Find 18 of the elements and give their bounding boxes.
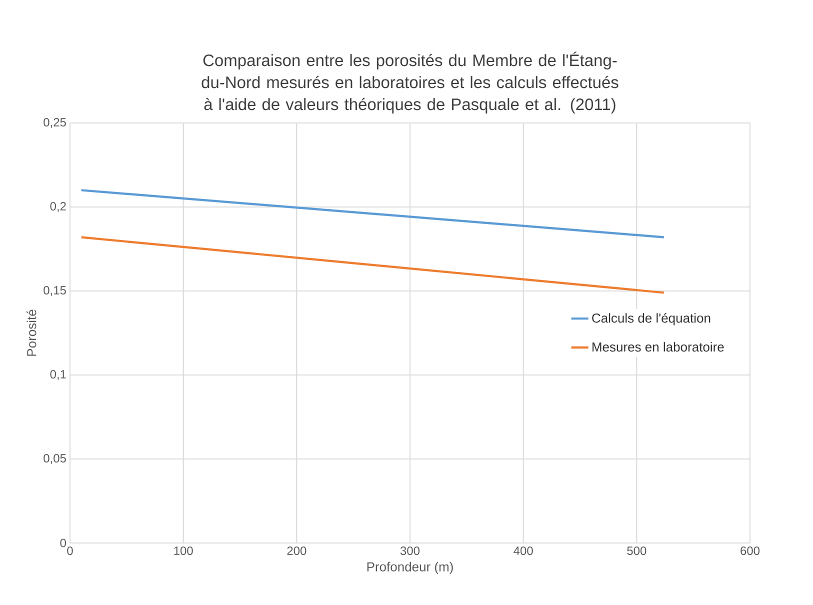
x-tick-label: 500 <box>627 546 646 556</box>
chart-title: Comparaison entre les porosités du Membre de l'Étang-du-Nord mesurés en laboratoires et les calculs effectués à l'aide de valeurs théoriques de Pasquale et al. (2011) <box>202 52 618 114</box>
y-tick-label: 0,05 <box>44 454 66 464</box>
y-tick-label: 0 <box>60 538 66 548</box>
x-tick-label: 600 <box>740 546 760 556</box>
y-tick-label: 0,25 <box>44 118 66 128</box>
y-tick-label: 0,1 <box>50 370 66 380</box>
x-tick-label: 100 <box>174 546 193 556</box>
x-tick-label: 200 <box>287 546 306 556</box>
legend-label: Mesures en laboratoire <box>592 342 724 352</box>
y-axis-title: Porosité <box>26 310 36 356</box>
x-tick-label: 400 <box>514 546 533 556</box>
x-tick-label: 300 <box>400 546 420 556</box>
y-tick-label: 0,15 <box>44 286 66 296</box>
y-tick-label: 0,2 <box>50 202 66 212</box>
x-tick-label: 0 <box>67 546 73 556</box>
legend-label: Calculs de l'équation <box>592 313 710 326</box>
x-axis-title: Profondeur (m) <box>367 562 453 574</box>
